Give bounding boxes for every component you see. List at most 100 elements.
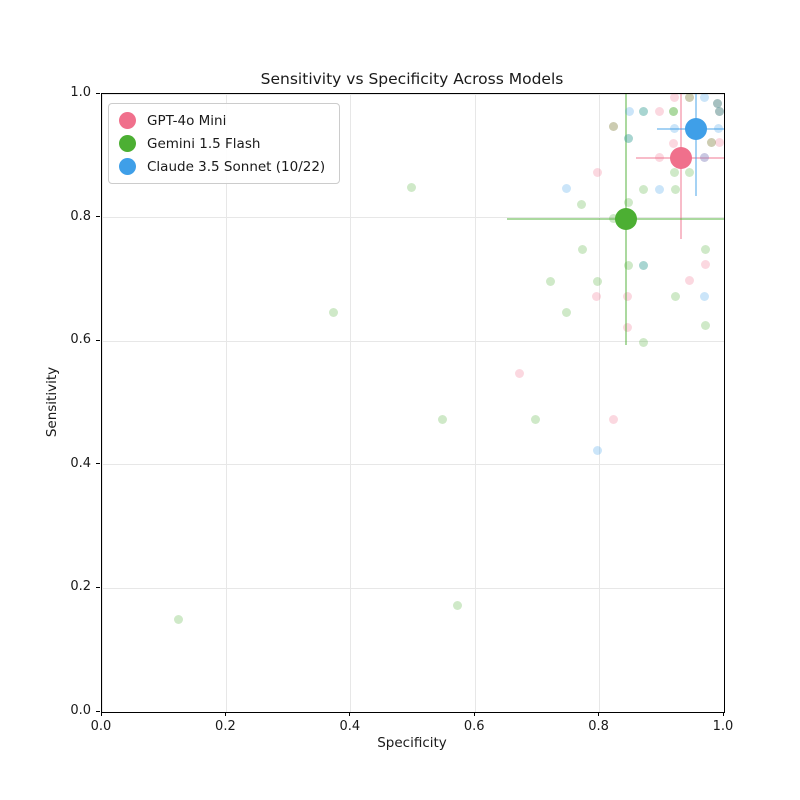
data-point	[623, 260, 633, 270]
data-point	[609, 214, 619, 224]
data-point	[609, 122, 619, 132]
y-tick-mark	[96, 586, 100, 588]
data-point	[713, 99, 723, 109]
data-point	[654, 153, 664, 163]
legend-label: GPT-4o Mini	[147, 112, 227, 129]
data-point	[593, 276, 603, 286]
data-point	[700, 260, 710, 270]
gridline-horizontal	[102, 711, 724, 712]
x-tick-mark	[100, 712, 102, 716]
data-point	[654, 106, 664, 116]
data-point	[639, 106, 649, 116]
data-point	[639, 106, 649, 116]
data-point	[638, 337, 648, 347]
data-point	[623, 291, 633, 301]
legend-label: Claude 3.5 Sonnet (10/22)	[147, 158, 326, 175]
data-point	[438, 415, 448, 425]
gridline-vertical	[350, 94, 352, 712]
gridline-horizontal	[102, 464, 724, 466]
x-tick-mark	[473, 712, 475, 716]
data-point	[669, 106, 679, 116]
data-point	[713, 99, 723, 109]
gridline-horizontal	[102, 340, 724, 342]
data-point	[713, 99, 723, 109]
data-point	[328, 308, 338, 318]
data-point	[715, 138, 724, 148]
data-point	[714, 106, 724, 116]
data-point	[671, 291, 680, 301]
data-point	[623, 323, 633, 333]
gridline-vertical	[474, 94, 476, 712]
y-tick-mark	[96, 216, 100, 218]
x-tick-mark	[349, 712, 351, 716]
y-tick-mark	[96, 463, 100, 465]
data-point	[700, 291, 710, 301]
legend-marker-icon	[119, 112, 136, 129]
summary-point	[614, 207, 637, 230]
x-tick-label: 0.8	[588, 719, 609, 734]
data-point	[609, 415, 619, 425]
data-point	[624, 134, 634, 143]
data-point	[577, 200, 587, 210]
legend-label: Gemini 1.5 Flash	[147, 135, 261, 152]
data-point	[670, 94, 680, 103]
y-tick-label: 0.2	[70, 579, 91, 595]
gridline-horizontal	[102, 217, 724, 219]
data-point	[655, 184, 665, 194]
data-point	[639, 260, 649, 270]
x-tick-label: 0.0	[90, 719, 112, 734]
x-tick-label: 1.0	[712, 719, 734, 734]
data-point	[669, 106, 679, 116]
y-tick-mark	[96, 92, 100, 94]
summary-point	[670, 147, 693, 170]
data-point	[561, 307, 571, 317]
data-point	[514, 368, 524, 378]
x-tick-label: 0.2	[215, 719, 236, 734]
gridline-horizontal	[102, 587, 724, 589]
data-point	[624, 134, 634, 143]
data-point	[639, 260, 649, 270]
y-tick-mark	[96, 339, 100, 341]
data-point	[668, 138, 678, 148]
legend-item: Gemini 1.5 Flash	[119, 134, 325, 153]
data-point	[714, 106, 724, 116]
data-point	[623, 198, 633, 208]
data-point	[639, 184, 649, 194]
gridline-vertical	[599, 94, 601, 712]
data-point	[406, 183, 416, 193]
data-point	[669, 123, 679, 133]
data-point	[714, 106, 724, 116]
data-point	[561, 184, 571, 194]
data-point	[713, 123, 723, 133]
data-point	[700, 321, 710, 331]
x-tick-label: 0.6	[463, 719, 485, 734]
y-tick-mark	[96, 710, 100, 712]
summary-point	[685, 117, 707, 140]
data-point	[609, 122, 619, 132]
data-point	[684, 276, 694, 286]
data-point	[685, 94, 695, 103]
y-tick-label: 0.6	[70, 332, 91, 348]
data-point	[546, 276, 555, 286]
legend-item: GPT-4o Mini	[119, 111, 325, 130]
legend-marker-icon	[119, 158, 136, 175]
data-point	[700, 153, 710, 163]
x-tick-mark	[224, 712, 226, 716]
data-point	[670, 168, 680, 177]
gridline-vertical	[102, 94, 103, 712]
legend: GPT-4o Mini Gemini 1.5 Flash Claude 3.5 So…	[108, 103, 341, 184]
data-point	[592, 291, 601, 301]
data-point	[699, 94, 709, 103]
x-tick-mark	[722, 712, 724, 716]
y-tick-label: 0.0	[70, 703, 91, 718]
gridline-horizontal	[102, 94, 724, 95]
x-axis-label: Specificity	[377, 735, 447, 751]
x-tick-label: 0.4	[339, 719, 361, 734]
data-point	[707, 137, 717, 147]
data-point	[592, 168, 602, 177]
y-tick-label: 0.8	[70, 208, 91, 224]
plot-area: GPT-4o Mini Gemini 1.5 Flash Claude 3.5 So…	[101, 93, 725, 713]
error-bar-vertical	[695, 94, 697, 196]
gridline-vertical	[723, 94, 724, 712]
